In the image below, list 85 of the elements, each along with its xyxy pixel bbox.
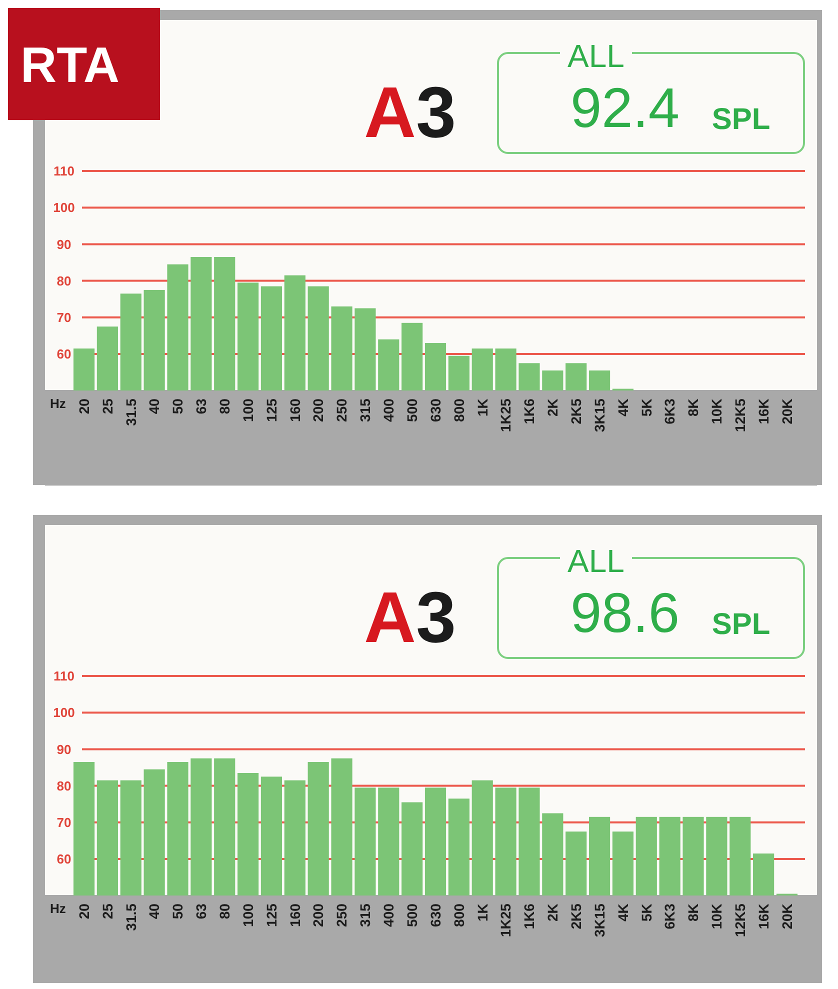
x-tick-label: 16K [755,398,772,424]
text: SPL [712,608,770,641]
x-tick-label: 400 [380,398,397,422]
x-tick-label: 5K [638,398,654,417]
x-tick-label: 500 [404,903,420,927]
x-tick-label: 1K25 [498,398,514,432]
x-tick-label: 2K [544,904,561,922]
chart-title: RTA [20,37,120,93]
x-tick-label: 100 [240,903,256,927]
x-tick-label: 20 [76,398,92,414]
x-tick-label: 6K3 [662,398,678,424]
x-tick-label: 315 [357,398,374,422]
x-tick-label: 25 [99,398,116,414]
text: SPL [712,103,770,136]
x-tick-label: 80 [216,903,233,920]
x-tick-label: 25 [99,903,116,920]
x-tick-label: 800 [450,903,467,927]
x-tick-label: 31.5 [122,903,139,931]
x-tick-label: 160 [286,903,303,927]
text: ALL [568,38,624,74]
x-tick-label: 3K15 [591,903,608,938]
x-tick-label: 10K [708,398,725,424]
x-tick-label: 2K5 [568,903,584,930]
chart-subtitle: A3 [364,578,456,658]
x-tick-label: 500 [404,398,420,422]
chart-subtitle: A3 [364,73,456,153]
text: 98.6 [570,581,680,644]
x-tick-label: 1K [474,904,490,922]
x-tick-label: 2K [544,398,561,417]
y-tick-label: 100 [53,705,75,720]
y-tick-label: 110 [54,668,74,684]
x-tick-label: 10K [708,904,725,930]
x-axis-title: Hz [50,901,66,916]
x-tick-label: 125 [263,398,280,422]
x-tick-label: 200 [310,398,326,422]
x-tick-label: 5K [638,904,654,922]
y-tick-label: 110 [54,164,74,179]
text: 92.4 [570,76,680,139]
y-tick-label: 80 [56,778,72,794]
x-tick-label: 12K5 [732,398,748,432]
x-tick-label: 50 [170,903,186,920]
x-tick-label: 4K [614,904,631,922]
x-tick-label: 6K3 [662,903,678,930]
x-tick-label: 630 [427,903,444,927]
x-tick-label: 200 [310,903,326,927]
x-tick-label: 315 [357,903,374,927]
x-tick-label: 63 [193,398,210,414]
x-tick-label: 80 [216,398,233,414]
x-tick-label: 160 [286,398,303,422]
y-tick-label: 100 [53,200,75,216]
y-tick-label: 80 [56,273,72,288]
y-tick-label: 90 [56,236,72,252]
x-tick-label: 1K25 [498,903,514,938]
x-tick-label: 40 [146,398,162,414]
x-tick-label: 50 [170,398,186,414]
x-tick-label: 630 [427,398,444,422]
x-tick-label: 1K [474,398,490,417]
x-tick-label: 100 [240,398,256,422]
text: ALL [568,543,624,579]
x-tick-label: 16K [755,904,772,930]
x-tick-label: 40 [146,903,162,920]
x-tick-label: 20K [778,904,795,930]
x-tick-label: 4K [614,398,631,417]
x-tick-label: 1K6 [521,398,538,424]
x-tick-label: 20K [778,398,795,424]
x-tick-label: 125 [263,903,280,927]
x-tick-label: 2K5 [568,398,584,424]
y-tick-label: 70 [56,814,72,830]
x-tick-label: 31.5 [122,398,139,426]
y-tick-label: 70 [56,310,72,325]
x-tick-label: 400 [380,903,397,927]
y-tick-label: 60 [56,852,72,867]
x-tick-label: 8K [685,398,702,417]
x-tick-label: 8K [685,904,702,922]
x-tick-label: 63 [193,903,210,920]
x-tick-label: 250 [334,398,350,422]
x-tick-label: 12K5 [732,903,748,938]
x-tick-label: 800 [450,398,467,422]
x-tick-label: 1K6 [521,903,538,930]
y-tick-label: 60 [56,346,72,362]
y-tick-label: 90 [56,742,72,757]
x-tick-label: 20 [76,903,92,920]
x-tick-label: 250 [334,903,350,927]
x-tick-label: 3K15 [591,398,608,432]
x-axis-title: Hz [50,396,66,411]
